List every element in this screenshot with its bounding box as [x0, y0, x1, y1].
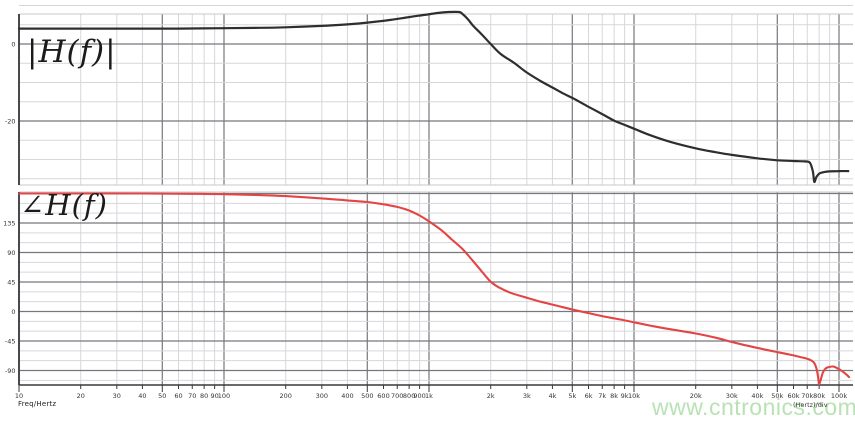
x-tick-label: 800 [403, 392, 415, 400]
x-tick-label: 7k [598, 392, 606, 400]
y-tick-label-p1: -45 [5, 337, 16, 345]
x-tick-label: 1k [425, 392, 433, 400]
x-tick-label: 80k [813, 392, 825, 400]
y-tick-label-p0: -20 [5, 117, 16, 125]
x-tick-label: 10k [628, 392, 640, 400]
x-tick-label: 300 [316, 392, 328, 400]
x-tick-label: 60 [174, 392, 182, 400]
x-tick-label: 100k [831, 392, 847, 400]
x-tick-label: 80 [200, 392, 208, 400]
x-tick-label: 3k [523, 392, 531, 400]
x-tick-label: 2k [487, 392, 495, 400]
x-tick-label: 500 [361, 392, 373, 400]
x-tick-label: 60k [787, 392, 799, 400]
x-tick-label: 6k [585, 392, 593, 400]
x-tick-label: 400 [341, 392, 353, 400]
curve-magnitude [17, 10, 850, 184]
y-tick-label-p1: -90 [5, 367, 16, 375]
x-tick-label: 4k [548, 392, 556, 400]
x-tick-label: 40 [138, 392, 146, 400]
x-tick-label: 600 [377, 392, 389, 400]
x-tick-label: 900 [413, 392, 425, 400]
y-tick-label-p1: 90 [7, 249, 15, 257]
magnitude-panel-title: |H(f)| [27, 34, 117, 70]
x-tick-label: 100 [218, 392, 230, 400]
x-tick-label: 700 [391, 392, 403, 400]
y-tick-label-p0: 0 [11, 40, 15, 48]
y-tick-label-p1: 0 [11, 308, 15, 316]
x-tick-label: 5k [568, 392, 576, 400]
y-tick-label-p1: 135 [3, 219, 15, 227]
x-tick-label: 30k [726, 392, 738, 400]
x-tick-label: 50 [158, 392, 166, 400]
x-axis-division-note: (Hertz)/div [793, 401, 828, 409]
x-tick-label: 70k [801, 392, 813, 400]
x-tick-label: 30 [113, 392, 121, 400]
x-tick-label: 10 [15, 392, 23, 400]
x-tick-label: 20k [690, 392, 702, 400]
x-tick-label: 9k [621, 392, 629, 400]
x-tick-label: 90 [210, 392, 218, 400]
x-tick-label: 200 [280, 392, 292, 400]
watermark-text: www.cntronics.com [652, 394, 855, 420]
x-tick-label: 8k [610, 392, 618, 400]
phase-panel-title: ∠H(f) [20, 188, 108, 222]
x-tick-label: 20 [77, 392, 85, 400]
x-tick-label: 70 [188, 392, 196, 400]
y-tick-label-p1: 45 [7, 278, 15, 286]
x-tick-label: 40k [751, 392, 763, 400]
curve-phase [17, 192, 851, 386]
x-axis-label: Freq/Hertz [18, 400, 57, 408]
x-tick-label: 50k [771, 392, 783, 400]
